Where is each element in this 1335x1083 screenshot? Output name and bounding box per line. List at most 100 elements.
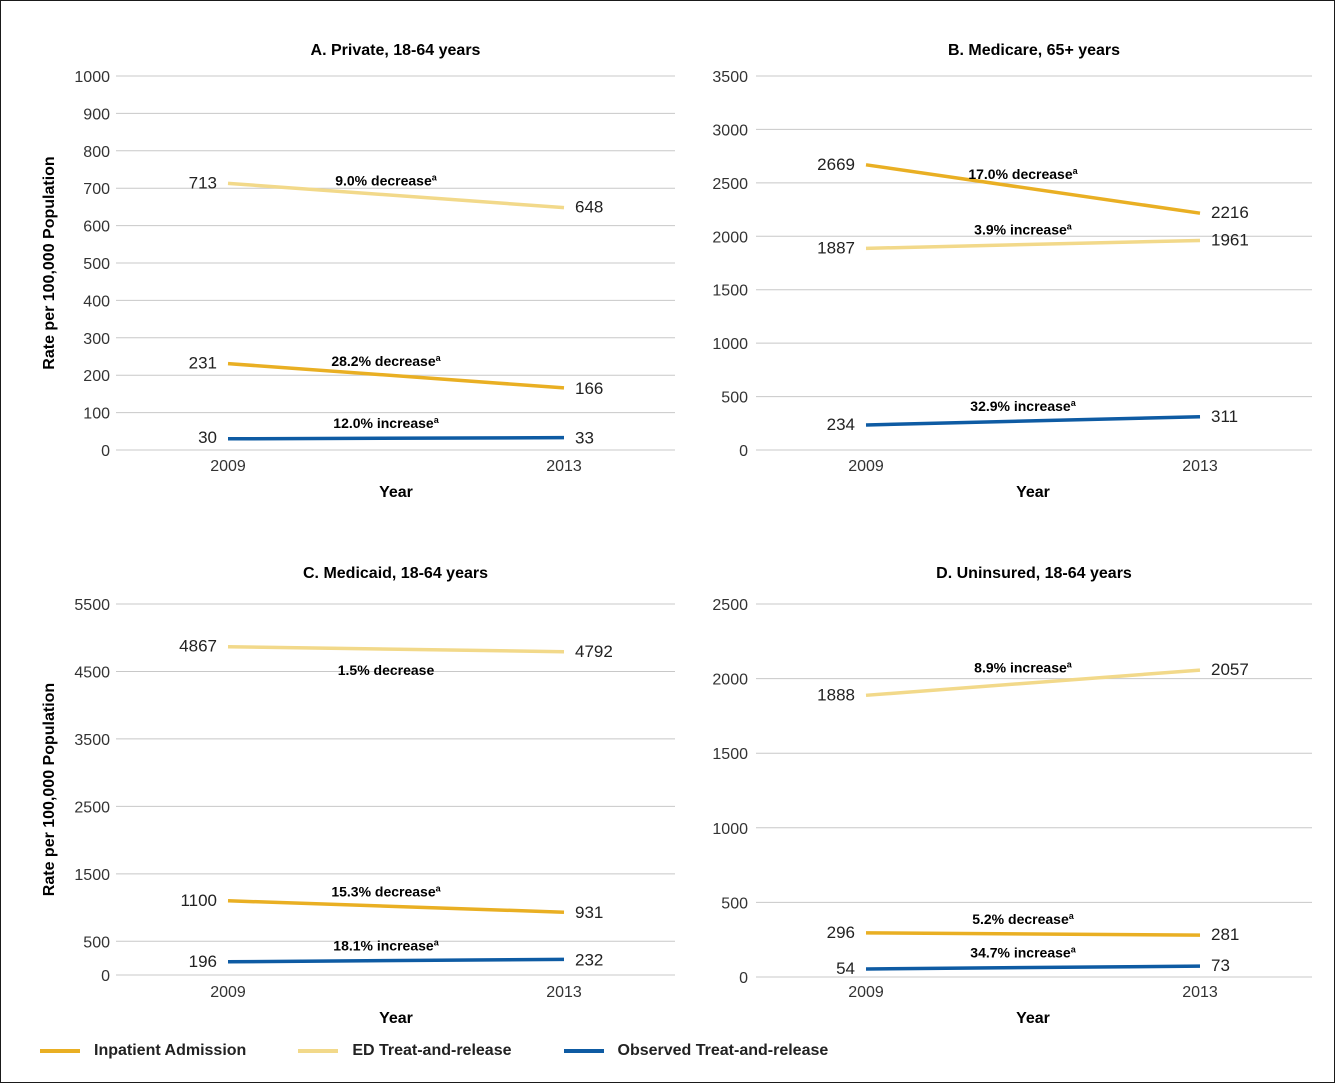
legend-label-ed: ED Treat-and-release [352,1042,512,1059]
data-label-inpatient-end: 166 [575,379,603,398]
data-label-inpatient-start: 296 [827,923,855,942]
y-tick-label: 300 [83,331,110,348]
annotation-superscript: a [1071,398,1077,408]
y-tick-label: 400 [83,293,110,310]
data-label-observed-start: 30 [198,428,217,447]
annotation-inpatient: 28.2% decreasea [331,353,441,369]
annotation-text: 3.9% increase [974,221,1067,237]
legend-label-inpatient: Inpatient Admission [94,1042,247,1059]
y-tick-label: 5500 [74,597,110,614]
y-tick-label: 2500 [74,799,110,816]
y-tick-label: 100 [83,406,110,423]
data-label-ed-end: 1961 [1211,230,1249,249]
data-label-inpatient-end: 281 [1211,925,1239,944]
y-tick-label: 1500 [74,867,110,884]
x-axis-title: Year [1016,1010,1050,1027]
x-tick-label: 2013 [546,458,582,475]
y-tick-label: 1500 [712,283,748,300]
y-tick-label: 200 [83,368,110,385]
y-tick-label: 500 [83,934,110,951]
data-label-ed-start: 713 [189,173,217,192]
x-axis-title: Year [379,484,413,501]
x-tick-label: 2013 [1182,984,1218,1001]
annotation-text: 5.2% decrease [972,911,1069,927]
data-label-inpatient-start: 231 [189,354,217,373]
y-tick-label: 500 [83,256,110,273]
legend-item-inpatient: Inpatient Admission [40,1042,246,1060]
series-line-ed [865,238,1201,251]
x-tick-label: 2009 [210,984,246,1001]
y-tick-label: 3500 [712,69,748,86]
annotation-superscript: a [436,883,442,893]
chart-title: C. Medicaid, 18-64 years [303,565,488,582]
y-tick-label: 1000 [74,69,110,86]
x-tick-label: 2013 [546,984,582,1001]
data-label-ed-end: 4792 [575,642,613,661]
annotation-superscript: a [1071,945,1077,955]
y-tick-label: 2500 [712,597,748,614]
annotation-ed: 3.9% increasea [974,221,1073,237]
y-tick-label: 0 [739,443,748,460]
chart-panel-4: D. Uninsured, 18-64 years 0 500 1000 1500 200… [712,565,1312,1027]
data-label-observed-start: 234 [827,415,855,434]
y-tick-label: 1000 [712,336,748,353]
y-tick-label: 500 [721,390,748,407]
annotation-text: 1.5% decrease [338,662,435,678]
series-line-inpatient [865,931,1201,937]
annotation-ed: 8.9% increasea [974,660,1073,676]
y-tick-label: 500 [721,895,748,912]
y-tick-label: 900 [83,106,110,123]
annotation-text: 12.0% increase [333,415,434,431]
series-line-observed [227,957,565,964]
annotation-text: 9.0% decrease [335,172,432,188]
data-label-inpatient-end: 931 [575,903,603,922]
data-label-observed-end: 311 [1211,407,1238,426]
annotation-observed: 12.0% increasea [333,415,439,431]
y-tick-label: 0 [739,970,748,987]
y-tick-label: 0 [101,443,110,460]
y-tick-label: 1000 [712,821,748,838]
annotation-ed: 9.0% decreasea [335,172,438,188]
legend: Inpatient Admission ED Treat-and-release… [40,1038,940,1064]
annotation-superscript: a [434,938,440,948]
y-tick-label: 1500 [712,746,748,763]
legend-label-observed: Observed Treat-and-release [617,1042,829,1059]
x-axis-title: Year [379,1010,413,1027]
annotation-superscript: a [436,353,442,363]
y-tick-label: 2000 [712,229,748,246]
series-line-inpatient [865,163,1201,215]
y-axis-title: Rate per 100,000 Population [41,156,58,369]
series-line-observed [865,964,1201,971]
y-tick-label: 3000 [712,122,748,139]
annotation-superscript: a [1069,911,1075,921]
legend-swatch-observed [563,1049,604,1053]
series-line-inpatient [227,899,565,914]
annotation-observed: 18.1% increasea [333,938,439,954]
annotation-observed: 32.9% increasea [970,398,1076,414]
y-tick-label: 0 [101,968,110,985]
data-label-ed-start: 1887 [817,238,855,257]
annotation-text: 17.0% decrease [968,166,1073,182]
y-axis-title: Rate per 100,000 Population [41,683,58,896]
data-label-inpatient-start: 2669 [817,155,855,174]
series-line-ed [227,644,565,654]
y-tick-label: 600 [83,219,110,236]
annotation-inpatient: 5.2% decreasea [972,911,1075,927]
series-line-ed [227,181,565,210]
x-tick-label: 2009 [848,458,884,475]
legend-item-ed: ED Treat-and-release [298,1042,512,1060]
annotation-text: 18.1% increase [333,938,434,954]
y-tick-label: 3500 [74,732,110,749]
data-label-ed-end: 2057 [1211,660,1249,679]
data-label-observed-end: 33 [575,429,594,448]
x-tick-label: 2013 [1182,458,1218,475]
annotation-text: 34.7% increase [970,945,1071,961]
y-tick-label: 2500 [712,176,748,193]
series-line-observed [865,415,1201,427]
data-label-observed-start: 196 [189,952,217,971]
x-tick-label: 2009 [210,458,246,475]
series-line-ed [865,668,1201,698]
data-label-ed-start: 1888 [817,685,855,704]
annotation-superscript: a [432,172,438,182]
